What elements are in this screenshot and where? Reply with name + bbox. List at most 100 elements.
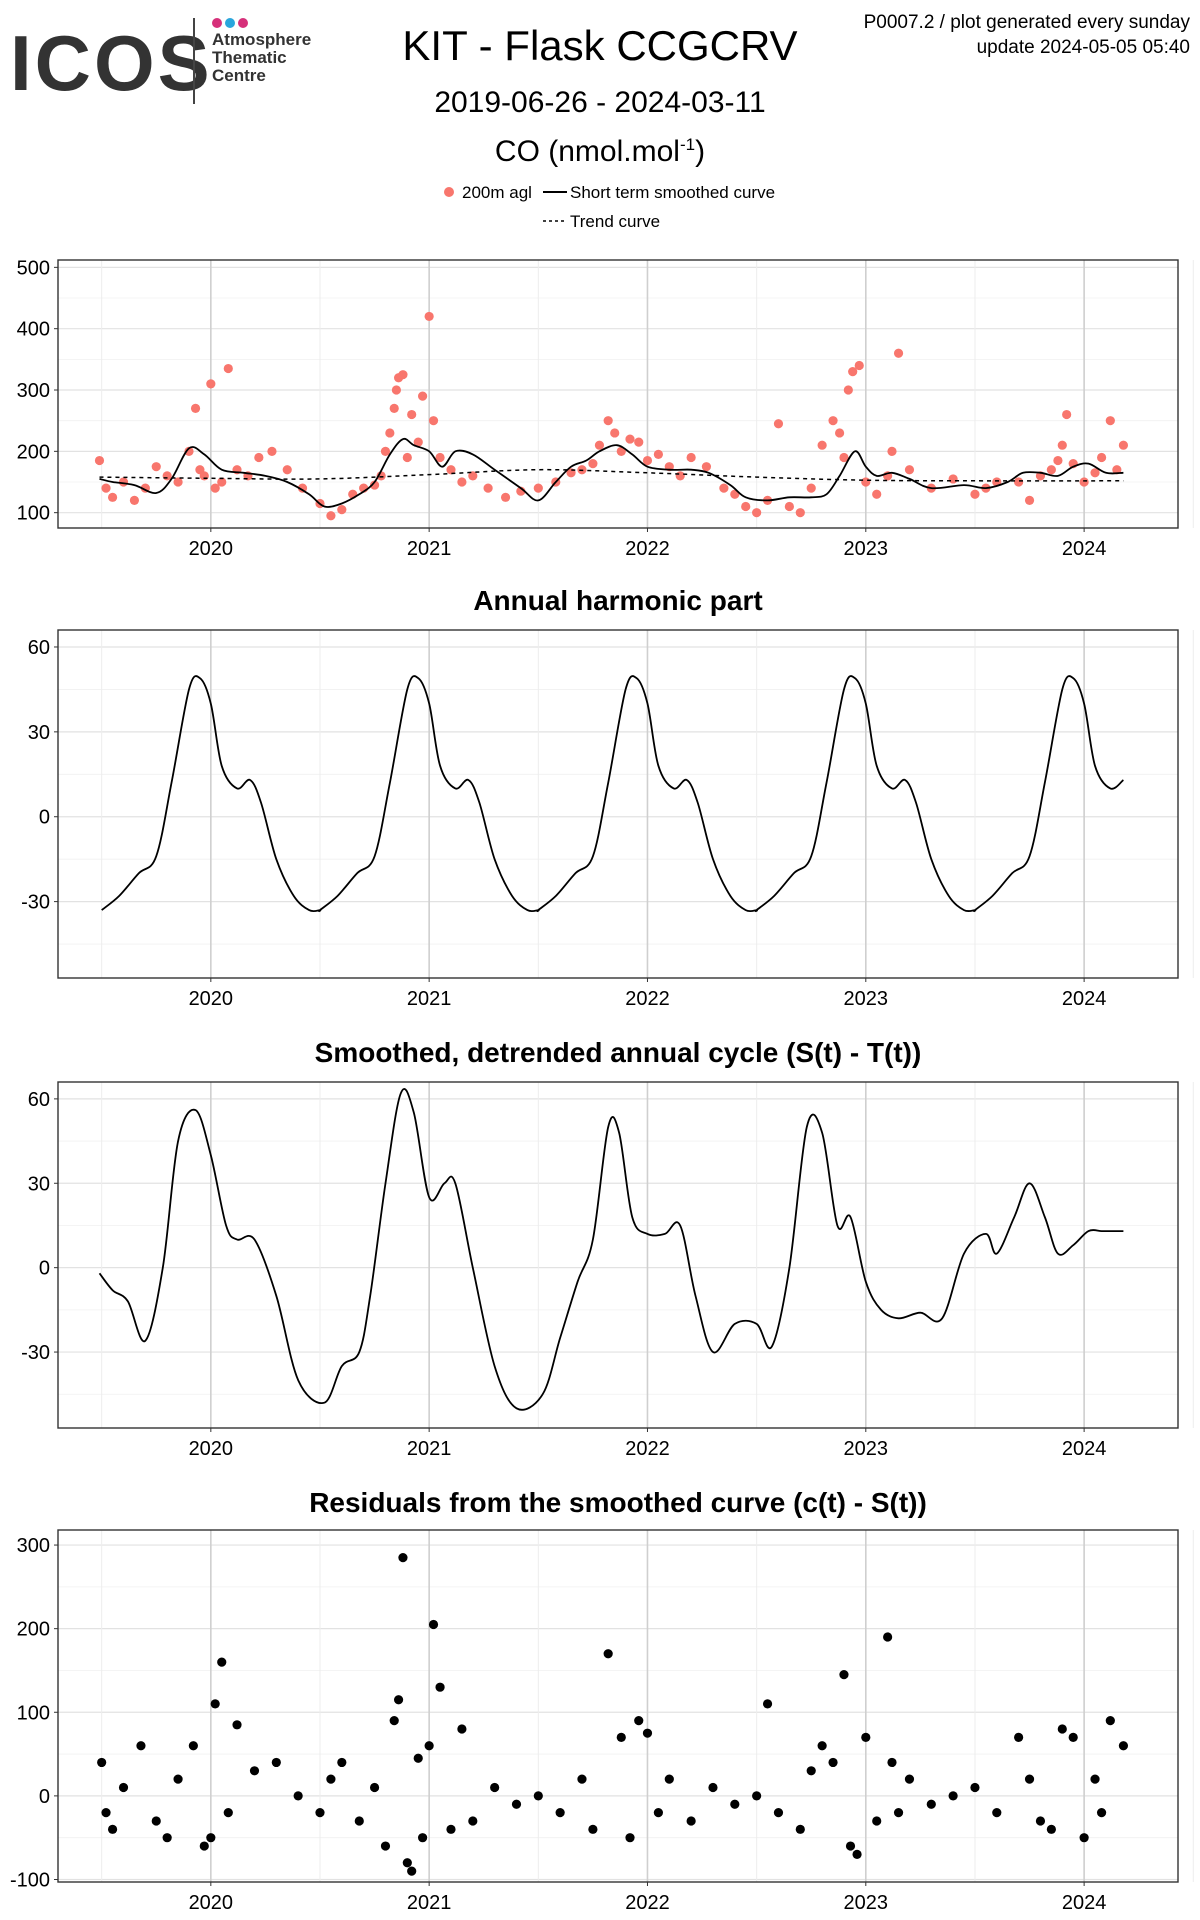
y-tick-label: 300: [17, 380, 50, 402]
data-point: [752, 1791, 762, 1801]
data-point: [653, 449, 663, 460]
x-tick-label: 2021: [407, 538, 452, 560]
data-point: [173, 1774, 183, 1784]
data-point: [129, 495, 140, 506]
data-point: [741, 501, 751, 512]
data-point: [634, 437, 644, 447]
data-point: [389, 1716, 399, 1726]
logo-divider: [193, 18, 195, 104]
series-line: [99, 437, 1124, 508]
data-point: [625, 434, 635, 444]
data-point: [1062, 409, 1072, 420]
data-point: [719, 483, 729, 493]
data-point: [806, 483, 816, 493]
data-point: [1096, 452, 1107, 463]
plot-border: [57, 1529, 1179, 1883]
y-tick-label: -30: [21, 892, 50, 914]
data-point: [1090, 1774, 1100, 1784]
x-tick-label: 2024: [1062, 1438, 1107, 1460]
y-tick-label: 30: [28, 1173, 50, 1195]
data-point: [948, 1791, 958, 1801]
data-point: [369, 1782, 380, 1793]
plot-background: [58, 630, 1178, 978]
data-point: [708, 1782, 718, 1793]
x-tick-label: 2020: [189, 538, 234, 560]
data-point: [834, 428, 845, 438]
data-point: [843, 385, 853, 395]
data-point: [1046, 1824, 1056, 1834]
data-point: [407, 409, 417, 420]
x-tick-label: 2022: [625, 1438, 670, 1460]
legend-label-smooth: Short term smoothed curve: [570, 183, 775, 202]
data-point: [686, 452, 696, 463]
data-point: [293, 1791, 303, 1801]
data-point: [1068, 1732, 1078, 1742]
data-point: [136, 1741, 146, 1751]
data-point: [398, 370, 408, 380]
x-tick-label: 2022: [625, 538, 670, 560]
data-point: [848, 367, 858, 377]
data-point: [861, 477, 871, 487]
data-point: [118, 1782, 129, 1793]
data-point: [1096, 1808, 1107, 1818]
logo-line-2: Thematic: [212, 48, 287, 67]
data-point: [887, 1757, 897, 1768]
plot-background: [58, 1530, 1178, 1882]
data-point: [642, 455, 653, 466]
data-point: [773, 1808, 784, 1818]
data-point: [94, 455, 105, 466]
data-point: [337, 505, 347, 515]
data-point: [555, 1808, 565, 1818]
plot-background: [58, 260, 1178, 528]
logo-dot: [212, 18, 222, 28]
data-point: [773, 419, 784, 429]
data-point: [762, 1699, 773, 1709]
x-tick-label: 2021: [407, 988, 452, 1010]
data-point: [398, 1552, 408, 1563]
data-point: [1105, 416, 1115, 426]
data-point: [1090, 468, 1100, 478]
y-tick-label: 500: [17, 257, 50, 279]
data-point: [402, 452, 412, 463]
data-point: [1118, 440, 1129, 450]
data-point: [701, 462, 712, 472]
y-tick-label: 30: [28, 722, 50, 744]
data-point: [817, 440, 827, 450]
data-point: [413, 1753, 423, 1763]
data-point: [992, 1808, 1002, 1818]
data-point: [854, 360, 864, 371]
data-point: [1014, 477, 1024, 487]
x-tick-label: 2021: [407, 1892, 452, 1914]
x-tick-label: 2022: [625, 1892, 670, 1914]
data-point: [490, 1782, 500, 1793]
data-point: [435, 1682, 445, 1692]
data-point: [664, 1774, 674, 1784]
species-sup: -1: [679, 135, 696, 154]
series-line: [101, 675, 1124, 913]
plot-background: [58, 1082, 1178, 1428]
data-point: [457, 477, 467, 487]
y-tick-label: 0: [39, 807, 50, 829]
data-point: [1035, 1816, 1046, 1826]
data-point: [926, 1799, 936, 1809]
legend-label-points: 200m agl: [462, 183, 532, 202]
logo-line-3: Centre: [212, 66, 266, 85]
data-point: [784, 501, 794, 512]
y-tick-label: 200: [17, 1619, 50, 1641]
data-point: [1118, 1741, 1129, 1751]
legend-point-swatch: [444, 187, 454, 197]
chart-panel-2: -30 0 30 60 2020 2021 2022 2023 2024 Annual harmo…: [21, 585, 1194, 1010]
data-point: [904, 1774, 915, 1784]
x-tick-label: 2024: [1062, 538, 1107, 560]
legend-label-trend: Trend curve: [570, 212, 660, 231]
icos-logo: ICOS: [10, 19, 213, 107]
data-point: [107, 1824, 118, 1834]
y-tick-label: 100: [17, 1702, 50, 1724]
data-point: [1079, 477, 1089, 487]
data-point: [483, 483, 493, 493]
trend-curve: [99, 468, 1124, 482]
data-point: [457, 1724, 467, 1734]
data-point: [795, 508, 805, 518]
data-point: [1046, 465, 1056, 475]
